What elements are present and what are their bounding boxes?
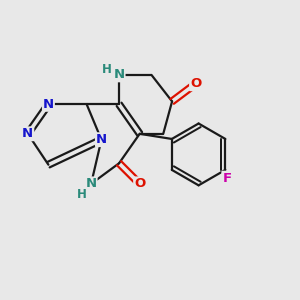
Text: H: H (102, 63, 112, 76)
Text: N: N (22, 127, 33, 140)
Text: N: N (113, 68, 124, 81)
Text: F: F (222, 172, 231, 184)
Text: O: O (134, 177, 145, 190)
Text: N: N (85, 177, 97, 190)
Text: O: O (190, 77, 201, 90)
Text: N: N (43, 98, 54, 111)
Text: H: H (77, 188, 87, 201)
Text: N: N (96, 133, 107, 146)
